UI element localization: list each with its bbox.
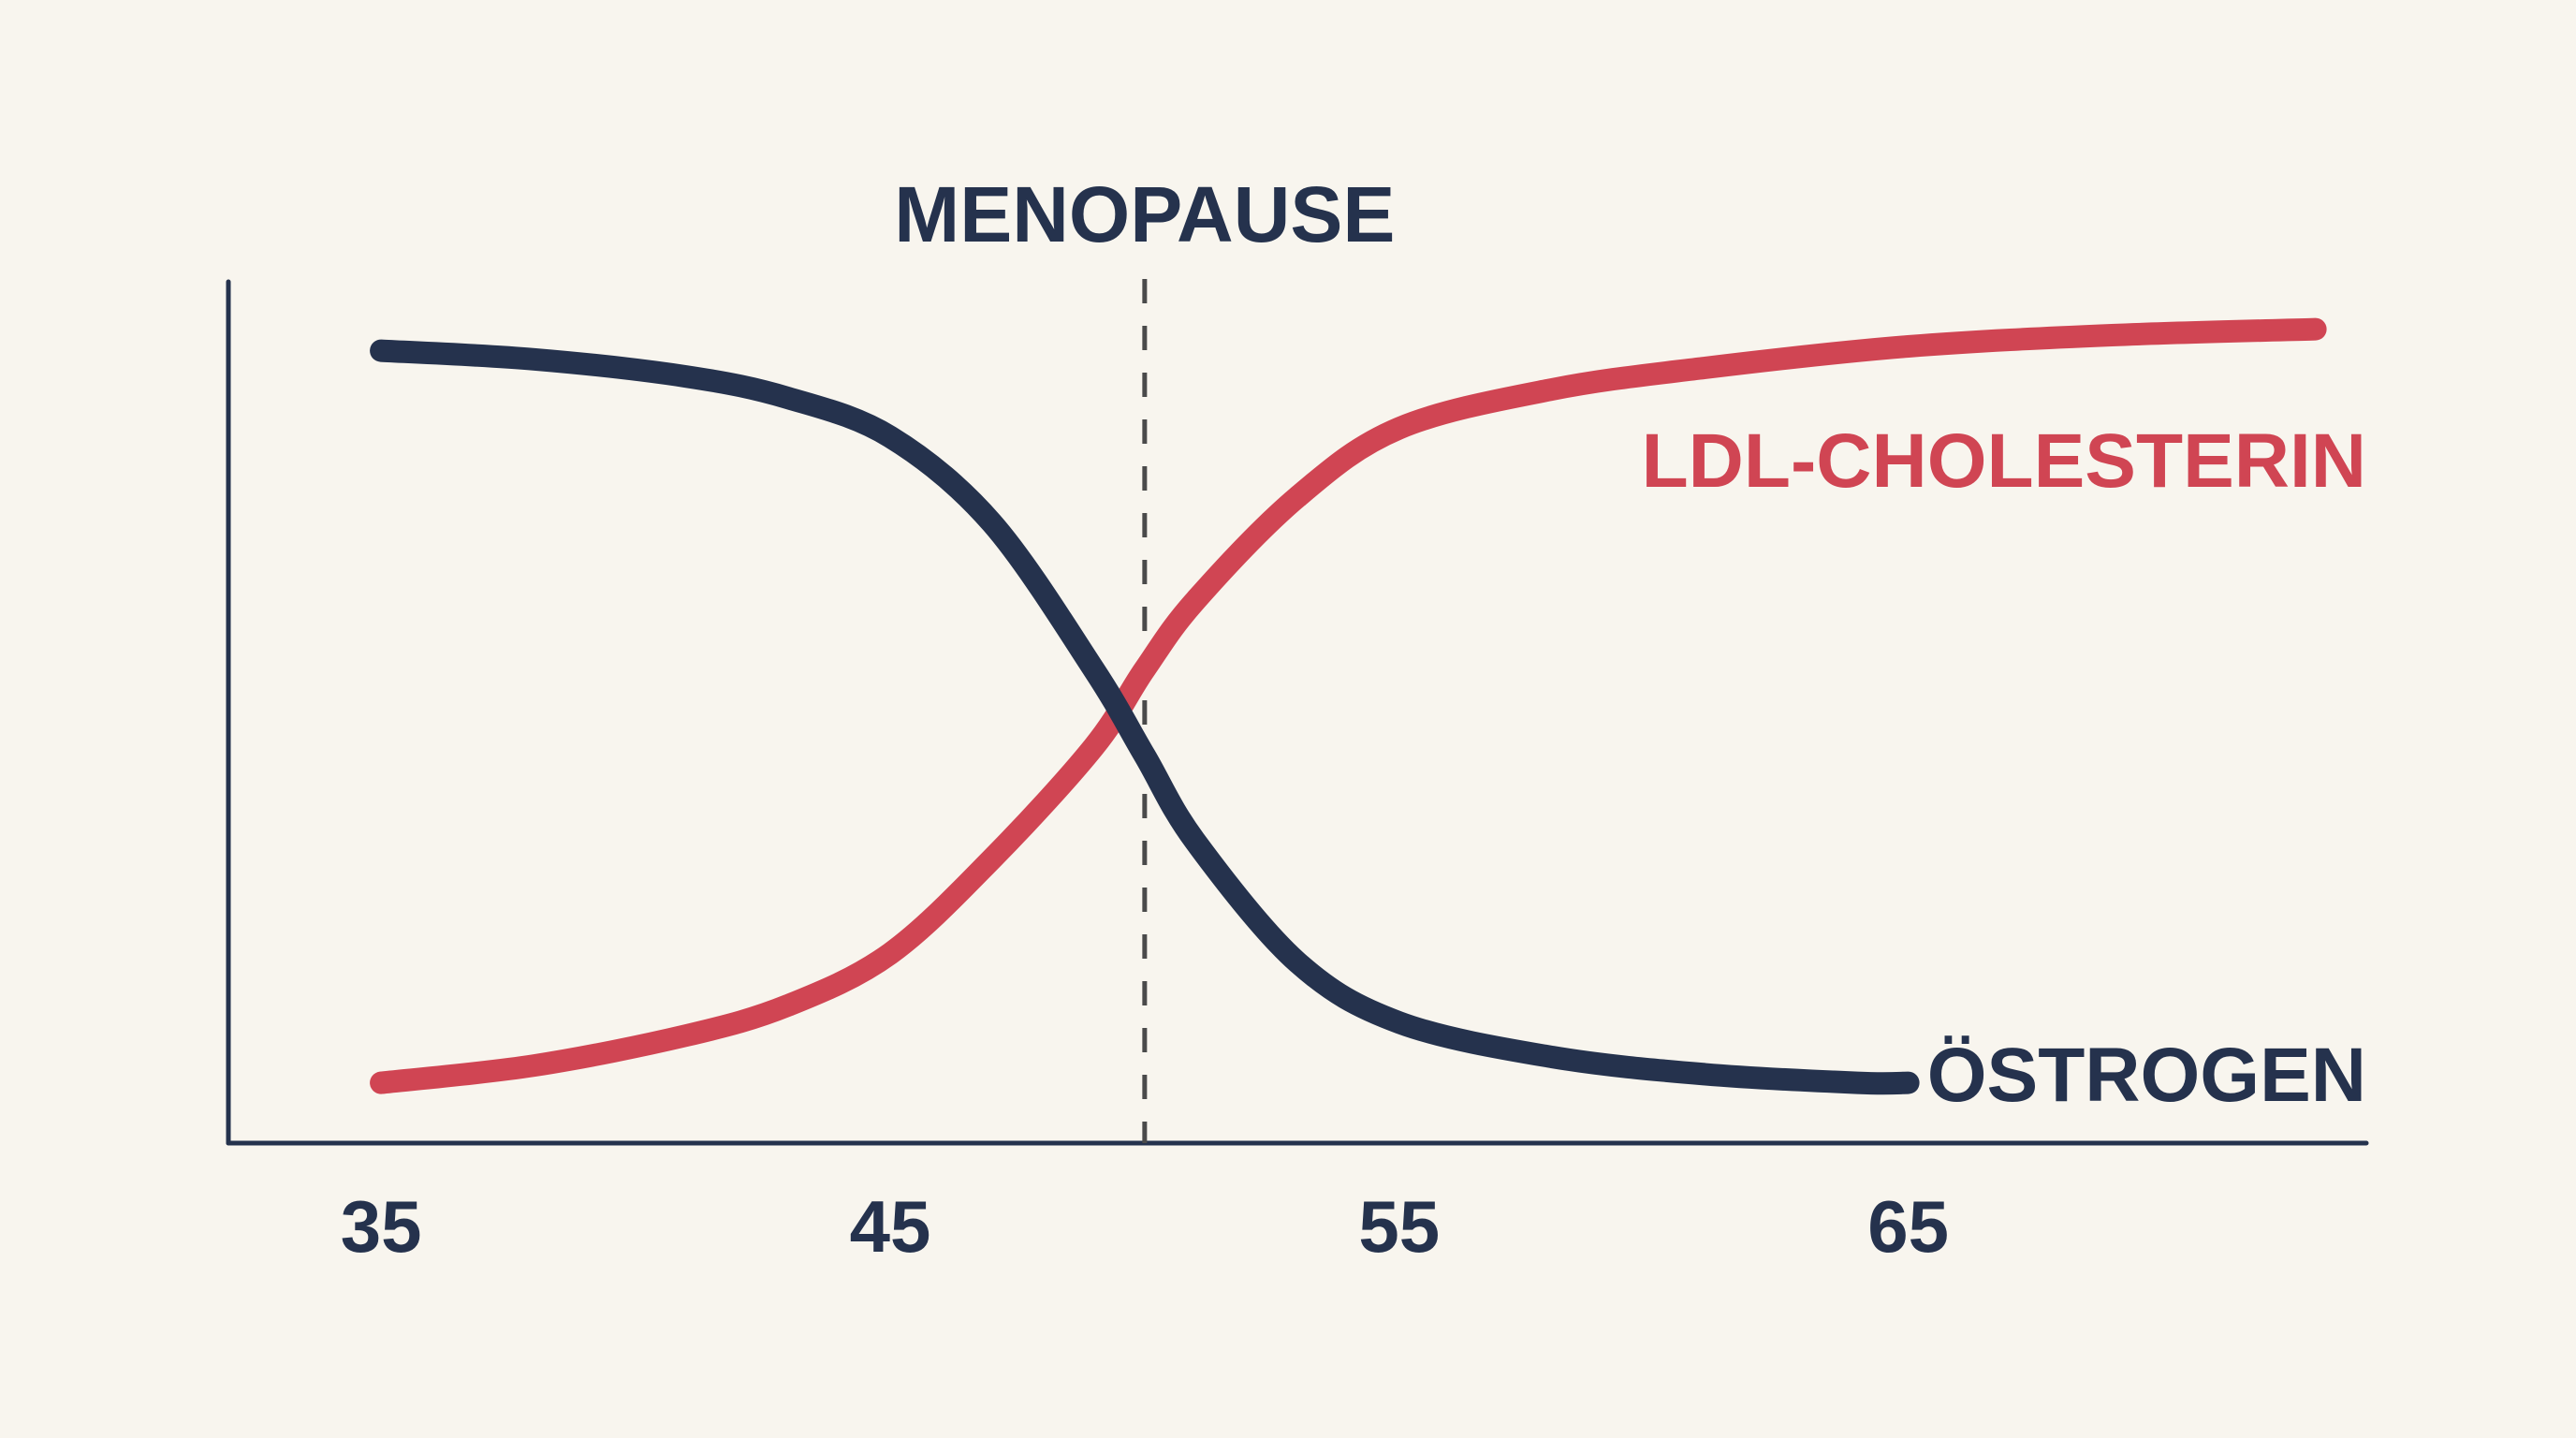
x-tick-label: 35 xyxy=(341,1185,422,1268)
axes xyxy=(226,279,2369,1146)
estrogen-label: ÖSTROGEN xyxy=(1927,1033,2366,1118)
menopause-annotation: MENOPAUSE xyxy=(894,170,1395,1143)
x-tick-label: 55 xyxy=(1358,1185,1440,1268)
ldl-cholesterol-label: LDL-CHOLESTERIN xyxy=(1642,418,2366,504)
menopause-label: MENOPAUSE xyxy=(894,170,1395,258)
series-lines xyxy=(370,317,2327,1095)
series-labels: ÖSTROGEN LDL-CHOLESTERIN xyxy=(1642,418,2366,1118)
ldl-cholesterol-line xyxy=(370,317,2327,1094)
estrogen-line xyxy=(370,339,1920,1095)
x-tick-label: 45 xyxy=(850,1185,931,1268)
x-tick-labels: 35 45 55 65 xyxy=(341,1185,1949,1268)
x-tick-label: 65 xyxy=(1867,1185,1949,1268)
